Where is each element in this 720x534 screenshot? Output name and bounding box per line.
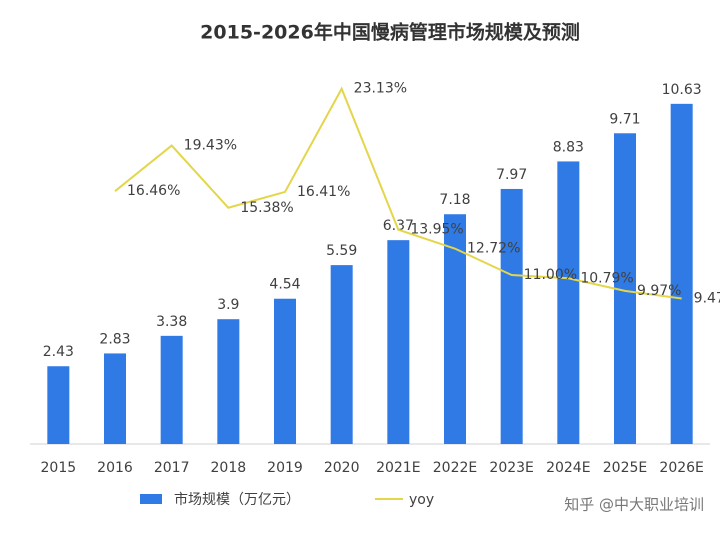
line-label: 12.72%: [467, 241, 520, 257]
line-label: 9.97%: [637, 283, 681, 299]
x-tick-label: 2022E: [433, 460, 477, 476]
data-label: 2.43: [43, 344, 74, 360]
data-label: 3.9: [217, 297, 239, 313]
x-tick-label: 2015: [41, 460, 77, 476]
line-label: 15.38%: [240, 200, 293, 216]
legend-label: yoy: [409, 492, 434, 508]
x-tick-label: 2018: [211, 460, 247, 476]
legend-swatch: [140, 494, 162, 504]
data-label: 8.83: [553, 139, 584, 155]
bar: [104, 353, 126, 444]
data-label: 3.38: [156, 314, 187, 330]
x-tick-label: 2021E: [376, 460, 420, 476]
data-label: 7.18: [439, 192, 470, 208]
bar: [274, 298, 296, 444]
line-label: 13.95%: [410, 222, 463, 238]
x-tick-label: 2024E: [546, 460, 590, 476]
x-tick-label: 2023E: [489, 460, 533, 476]
bar: [500, 188, 523, 444]
x-tick-label: 2019: [267, 460, 303, 476]
bar: [330, 265, 353, 444]
data-label: 10.63: [662, 82, 702, 98]
line-label: 16.46%: [127, 183, 180, 199]
legend-label: 市场规模（万亿元）: [174, 491, 300, 508]
bar: [557, 161, 580, 444]
line-label: 16.41%: [297, 184, 350, 200]
watermark: 知乎 @中大职业培训: [564, 496, 704, 514]
bar: [614, 133, 636, 444]
x-tick-label: 2026E: [659, 460, 703, 476]
line: [114, 86, 682, 300]
line-label: 9.47%: [694, 291, 720, 307]
data-label: 7.97: [496, 167, 527, 183]
x-tick-label: 2016: [97, 460, 133, 476]
x-tick-label: 2025E: [603, 460, 647, 476]
data-label: 2.83: [99, 331, 130, 347]
bar: [670, 103, 693, 444]
bar: [160, 335, 183, 444]
bar: [217, 319, 240, 444]
line-label: 23.13%: [354, 81, 407, 97]
data-label: 5.59: [326, 243, 357, 259]
bar: [387, 240, 410, 444]
line-label: 10.79%: [580, 270, 633, 286]
data-label: 9.71: [609, 111, 640, 127]
line-label: 19.43%: [184, 138, 237, 154]
data-label: 4.54: [269, 277, 300, 293]
x-tick-label: 2020: [324, 460, 360, 476]
bar: [47, 366, 70, 444]
data-label: 6.37: [383, 218, 414, 234]
x-tick-label: 2017: [154, 460, 190, 476]
bar: [444, 214, 466, 444]
chart-title: 2015-2026年中国慢病管理市场规模及预测: [200, 21, 580, 44]
line-label: 11.00%: [524, 267, 577, 283]
